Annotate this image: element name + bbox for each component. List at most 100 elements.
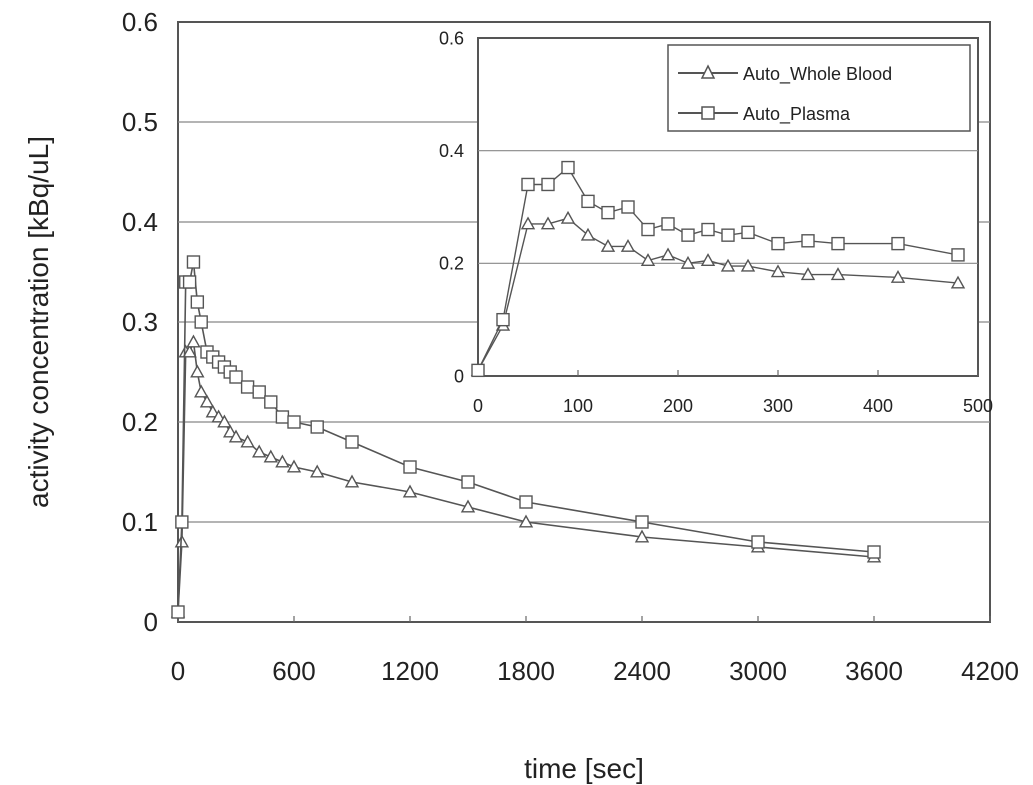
data-point-square [190, 295, 205, 309]
x-tick-label: 0 [171, 656, 185, 686]
y-tick-label: 0.4 [439, 141, 464, 161]
data-point-square [229, 370, 243, 384]
data-point-triangle [205, 404, 220, 418]
data-point-square [521, 177, 535, 192]
data-point-triangle [275, 454, 290, 468]
y-tick-label: 0.3 [122, 307, 158, 337]
data-point-square [867, 545, 881, 559]
legend-label-whole-blood: Auto_Whole Blood [743, 64, 892, 85]
y-tick-label: 0.5 [122, 107, 158, 137]
y-tick-label: 0.1 [122, 507, 158, 537]
data-point-square [541, 177, 555, 192]
inset-legend: Auto_Whole Blood Auto_Plasma [667, 44, 971, 132]
data-point-square [661, 217, 675, 231]
data-point-square [601, 205, 615, 220]
data-point-square [194, 315, 208, 329]
data-point-triangle [770, 264, 786, 278]
data-point-triangle [310, 464, 325, 478]
x-tick-label: 600 [272, 656, 315, 686]
data-point-triangle [286, 459, 302, 473]
x-tick-label: 300 [763, 396, 793, 416]
data-point-square [275, 410, 290, 424]
data-point-triangle [263, 449, 278, 463]
data-point-triangle [640, 253, 656, 267]
data-point-square [561, 160, 575, 175]
data-point-square [310, 420, 324, 434]
data-point-triangle [890, 269, 906, 283]
data-point-triangle [520, 216, 536, 230]
y-axis-label: activity concentration [kBq/uL] [23, 136, 54, 508]
data-point-triangle [580, 227, 596, 241]
data-point-triangle [540, 216, 556, 230]
data-point-triangle [199, 394, 215, 408]
data-point-triangle [634, 529, 650, 543]
y-tick-label: 0 [144, 607, 158, 637]
x-tick-label: 3000 [729, 656, 787, 686]
data-point-triangle [830, 267, 846, 281]
data-point-triangle [252, 444, 267, 458]
data-point-triangle [950, 275, 966, 289]
data-point-square [831, 236, 845, 251]
data-point-triangle [740, 258, 756, 272]
data-point-triangle [190, 364, 205, 378]
data-point-square [264, 395, 278, 409]
data-point-square [641, 222, 655, 237]
x-tick-label: 500 [963, 396, 993, 416]
data-point-square [403, 460, 417, 474]
legend-label-plasma: Auto_Plasma [743, 104, 851, 125]
data-point-square [186, 255, 201, 269]
legend-box [667, 44, 971, 132]
x-tick-label: 0 [473, 396, 483, 416]
data-point-square [741, 225, 755, 240]
data-point-square [461, 475, 475, 489]
data-point-triangle [518, 514, 534, 528]
data-point-square [252, 385, 266, 399]
y-tick-label: 0.4 [122, 207, 158, 237]
y-tick-label: 0.6 [122, 7, 158, 37]
data-point-square [801, 234, 815, 248]
data-point-triangle [600, 238, 616, 252]
data-point-square [771, 236, 785, 251]
data-point-triangle [560, 210, 576, 224]
data-point-square [519, 495, 533, 509]
y-tick-label: 0.6 [439, 28, 464, 48]
data-point-square [721, 228, 735, 242]
y-tick-label: 0.2 [122, 407, 158, 437]
main-y-tick-labels: 0 0.1 0.2 0.3 0.4 0.5 0.6 [122, 7, 158, 637]
x-axis-label: time [sec] [524, 753, 644, 784]
data-point-triangle [223, 424, 238, 438]
data-point-triangle [211, 409, 226, 423]
data-point-triangle [240, 434, 255, 448]
data-point-square [635, 515, 649, 529]
data-point-square [951, 248, 965, 262]
data-point-triangle [217, 414, 232, 428]
data-point-triangle [228, 429, 244, 443]
y-tick-label: 0 [454, 366, 464, 386]
inset-chart: 0 0.2 0.4 0.6 0 100 200 300 400 500 Auto_Whole B… [439, 28, 993, 416]
data-point-square [345, 435, 359, 449]
data-point-triangle [620, 238, 636, 252]
data-point-triangle [402, 484, 418, 498]
data-point-triangle [194, 384, 209, 398]
data-point-square [581, 194, 595, 209]
inset-series-group [470, 160, 966, 378]
data-point-square [751, 535, 765, 549]
x-tick-label: 400 [863, 396, 893, 416]
data-point-triangle [720, 258, 736, 272]
x-tick-label: 4200 [961, 656, 1019, 686]
data-point-triangle [680, 255, 696, 269]
data-point-square [287, 415, 301, 429]
data-point-triangle [182, 344, 197, 358]
data-point-triangle [174, 534, 190, 548]
data-point-triangle [660, 247, 676, 261]
data-point-triangle [344, 474, 360, 488]
inset-x-tick-labels: 0 100 200 300 400 500 [473, 396, 993, 416]
data-point-triangle [800, 267, 816, 281]
data-point-square [471, 363, 485, 378]
legend-square-marker [701, 106, 715, 120]
data-point-triangle [700, 253, 716, 267]
x-tick-label: 3600 [845, 656, 903, 686]
x-tick-label: 200 [663, 396, 693, 416]
legend-triangle-marker [700, 64, 716, 79]
